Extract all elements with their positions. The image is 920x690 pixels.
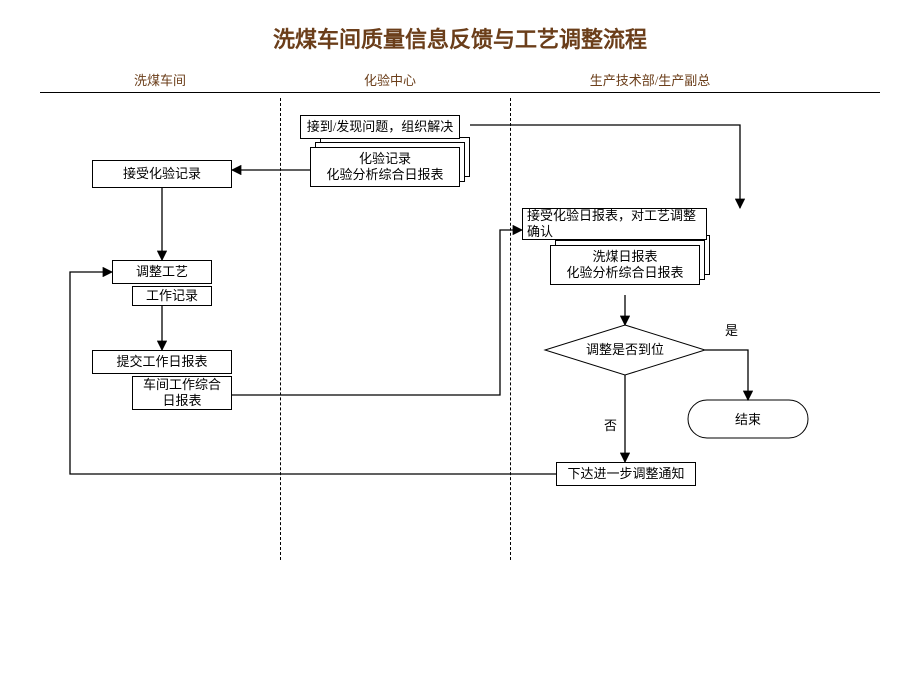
lane-header: 化验中心 — [290, 70, 490, 89]
decision-label: 调整是否到位 — [586, 342, 664, 357]
flow-svg: 调整是否到位结束 是否 — [0, 0, 920, 690]
terminator-label: 结束 — [735, 412, 761, 427]
flow-node-i: 车间工作综合日报表 — [132, 376, 232, 410]
flow-node-b: 化验记录 化验分析综合日报表 — [310, 147, 460, 187]
flow-node-f: 调整工艺 — [112, 260, 212, 284]
terminator-node — [688, 400, 808, 438]
lane-divider — [280, 98, 281, 560]
lane-header: 生产技术部/生产副总 — [550, 70, 750, 89]
flow-node-l: 下达进一步调整通知 — [556, 462, 696, 486]
flow-edge — [705, 350, 748, 400]
edge-label: 是 — [725, 323, 738, 338]
flow-node-h: 提交工作日报表 — [92, 350, 232, 374]
decision-node — [545, 325, 705, 375]
edge-label: 否 — [604, 418, 617, 433]
lane-divider — [510, 98, 511, 560]
flow-node-g: 工作记录 — [132, 286, 212, 306]
page-title: 洗煤车间质量信息反馈与工艺调整流程 — [0, 22, 920, 54]
flow-edge — [232, 230, 522, 395]
flow-node-e: 接受化验记录 — [92, 160, 232, 188]
flow-node-c: 接受化验日报表，对工艺调整确认 — [522, 208, 707, 240]
flow-node-a: 接到/发现问题，组织解决 — [300, 115, 460, 139]
flow-node-d: 洗煤日报表 化验分析综合日报表 — [550, 245, 700, 285]
lane-header: 洗煤车间 — [60, 70, 260, 89]
lane-divider-horizontal — [40, 92, 880, 93]
